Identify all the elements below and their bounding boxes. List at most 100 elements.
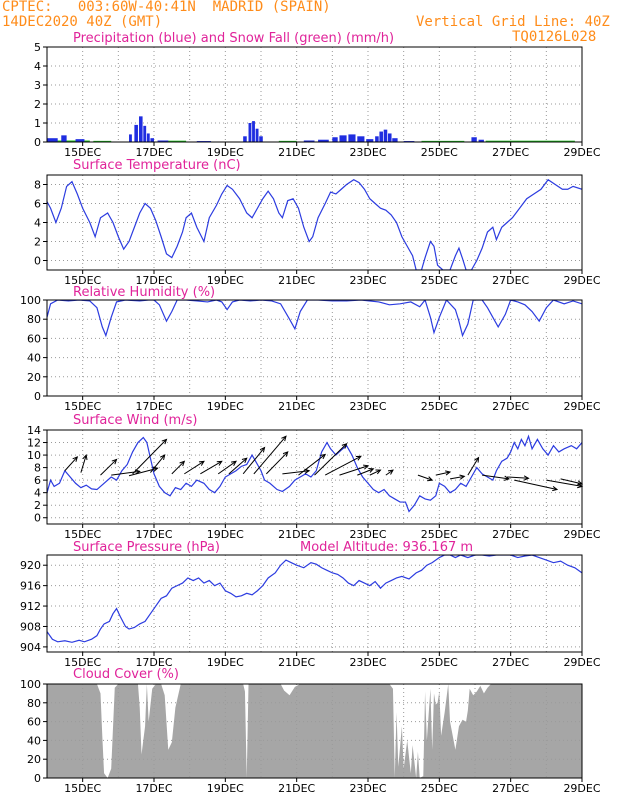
pres-annotation: Model Altitude: 936.167 m: [300, 540, 473, 555]
wind-arrow-head-1: [82, 453, 88, 461]
wind-arrow-head-19: [362, 464, 370, 470]
temp-xtick-label-6: 27DEC: [492, 274, 529, 287]
wind-xtick-label-1: 17DEC: [135, 528, 172, 541]
precip-frame: [46, 46, 583, 143]
precip-xtick-label-2: 19DEC: [207, 146, 244, 159]
precip-bar-30: [478, 139, 484, 142]
wind-arrow-head-12: [259, 446, 266, 453]
wind-arrow-15: [282, 470, 310, 475]
wind-arrow-11: [228, 457, 248, 475]
wind-arrow-head-22: [387, 469, 394, 475]
precip-bar-25: [383, 129, 388, 142]
rh-xtick-label-5: 25DEC: [421, 400, 458, 413]
precip-xtick-label-4: 23DEC: [349, 146, 386, 159]
precip-bar-24: [379, 131, 383, 142]
precip-bar-12: [248, 123, 252, 142]
wind-arrow-head-7: [179, 460, 186, 467]
temp-ytick-label-1: 2: [34, 236, 41, 249]
wind-arrow-23: [417, 474, 433, 481]
wind-arrow-30: [546, 479, 583, 487]
pres-frame: [46, 554, 583, 653]
wind-arrow-head-29: [552, 486, 559, 492]
precip-ytick-label-1: 1: [34, 117, 41, 130]
precip-ytick-label-2: 2: [34, 98, 41, 111]
cloud-xtick-label-5: 25DEC: [421, 782, 458, 795]
precip-bar-3: [129, 134, 132, 142]
wind-ytick-label-6: 12: [27, 437, 41, 450]
wind-arrow-17: [314, 443, 347, 476]
wind-ytick-label-2: 4: [34, 487, 41, 500]
precip-ytick-label-4: 4: [34, 60, 41, 73]
precip-xtick-label-5: 25DEC: [421, 146, 458, 159]
wind-frame: [46, 429, 583, 525]
wind-arrow-head-2: [111, 458, 118, 465]
cloud-xtick-label-2: 19DEC: [207, 782, 244, 795]
snow-bar-4: [421, 140, 465, 142]
cloud-xtick-label-7: 29DEC: [563, 782, 600, 795]
wind-arrow-head-9: [216, 460, 223, 466]
cloud-xtick-label-1: 17DEC: [135, 782, 172, 795]
wind-arrow-21: [369, 469, 381, 476]
precip-title: Precipitation (blue) and Snow Fall (gree…: [73, 31, 394, 46]
station-header: CPTEC: 003:60W-40:41N MADRID (SPAIN): [2, 0, 331, 15]
wind-arrow-head-13: [281, 435, 287, 442]
rh-ytick-label-5: 100: [20, 294, 41, 307]
temp-xtick-label-0: 15DEC: [64, 274, 101, 287]
wind-arrow-head-28: [523, 475, 530, 481]
precip-xtick-label-0: 15DEC: [64, 146, 101, 159]
temp-xtick-label-1: 17DEC: [135, 274, 172, 287]
wind-ytick-label-3: 6: [34, 474, 41, 487]
precip-bar-4: [134, 124, 138, 142]
wind-arrow-head-20: [368, 467, 375, 473]
precip-bar-21: [357, 136, 365, 142]
temp-ytick-label-0: 0: [34, 255, 41, 268]
precip-bar-11: [243, 136, 247, 142]
precip-ytick-label-3: 3: [34, 79, 41, 92]
temp-xtick-label-4: 23DEC: [349, 274, 386, 287]
cloud-ytick-label-4: 80: [27, 697, 41, 710]
wind-arrow-7: [171, 460, 185, 475]
temp-ytick-label-2: 4: [34, 217, 41, 230]
wind-arrow-16: [298, 454, 326, 476]
wind-arrow-6: [150, 454, 166, 473]
wind-ytick-label-1: 2: [34, 499, 41, 512]
wind-arrow-2: [100, 459, 117, 476]
wind-arrow-14: [265, 451, 289, 475]
rh-ytick-label-0: 0: [34, 390, 41, 403]
precip-xtick-label-7: 29DEC: [563, 146, 600, 159]
precip-bar-5: [139, 116, 143, 142]
cloud-frame: [46, 683, 583, 779]
precip-bar-14: [255, 128, 259, 142]
precip-bar-29: [471, 137, 477, 142]
cloud-ytick-label-0: 0: [34, 772, 41, 785]
wind-arrow-29: [514, 479, 558, 491]
precip-bar-8: [150, 138, 154, 142]
wind-arrow-head-17: [341, 442, 348, 449]
wind-ytick-label-7: 14: [27, 424, 41, 437]
temp-xtick-label-7: 29DEC: [563, 274, 600, 287]
pres-ytick-label-0: 904: [20, 641, 41, 654]
cloud-ytick-label-5: 100: [20, 678, 41, 691]
wind-arrow-head-8: [198, 460, 205, 466]
wind-xtick-label-0: 15DEC: [64, 528, 101, 541]
pres-xtick-label-2: 19DEC: [207, 656, 244, 669]
snow-bar-2: [164, 140, 187, 142]
wind-arrow-head-5: [161, 438, 168, 445]
wind-arrow-head-18: [355, 455, 362, 461]
snow-bar-0: [47, 140, 90, 142]
rh-xtick-label-0: 15DEC: [64, 400, 101, 413]
precip-bar-17: [318, 139, 329, 142]
wind-xtick-label-5: 25DEC: [421, 528, 458, 541]
wind-arrow-28: [507, 476, 529, 479]
rh-ytick-label-3: 60: [27, 332, 41, 345]
wind-arrow-19: [339, 465, 369, 476]
cloud-xtick-label-0: 15DEC: [64, 782, 101, 795]
rh-xtick-label-1: 17DEC: [135, 400, 172, 413]
wind-arrow-head-21: [375, 469, 382, 475]
wind-arrow-5: [132, 439, 167, 475]
precip-bar-23: [375, 136, 379, 142]
wind-arrow-9: [200, 460, 223, 475]
wind-arrow-0: [64, 456, 78, 472]
temp-ytick-label-3: 6: [34, 198, 41, 211]
pres-xtick-label-3: 21DEC: [278, 656, 315, 669]
